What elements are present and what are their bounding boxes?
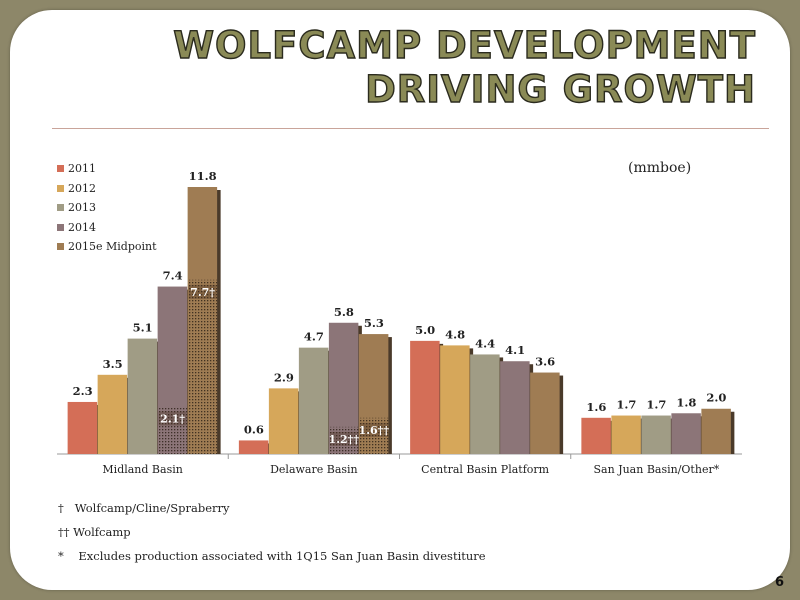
- data-label-central-basin-platform-2015e-midpoint: 3.6: [535, 355, 555, 369]
- data-label-delaware-basin-2011: 0.6: [244, 422, 264, 436]
- bar-side-central-basin-platform-2015e-midpoint: [559, 375, 564, 454]
- legend-label: 2013: [68, 201, 96, 215]
- data-label-delaware-basin-2015e-midpoint: 5.3: [364, 316, 384, 330]
- legend-swatch: [57, 165, 64, 173]
- bar-central-basin-platform-2015e-midpoint: [530, 372, 560, 454]
- x-tick-label-delaware-basin: Delaware Basin: [270, 463, 358, 476]
- bar-central-basin-platform-2014: [500, 361, 530, 454]
- legend-item-2013: 2013: [57, 198, 157, 218]
- slide-panel: [10, 10, 790, 590]
- bar-san-juan-basin-other-2013: [641, 415, 671, 454]
- wolfcamp-overlay-midland-basin-2014: [157, 406, 188, 454]
- data-label-central-basin-platform-2011: 5.0: [415, 323, 435, 337]
- bar-delaware-basin-2011: [238, 440, 269, 454]
- data-label-san-juan-basin-other-2012: 1.7: [616, 398, 636, 412]
- bar-san-juan-basin-other-2015e-midpoint: [701, 408, 731, 454]
- bar-san-juan-basin-other-2011: [581, 417, 611, 454]
- legend-label: 2011: [68, 162, 96, 176]
- bar-side-delaware-basin-2015e-midpoint: [387, 337, 392, 454]
- bar-central-basin-platform-2013: [470, 354, 500, 454]
- footnote-1: † Wolfcamp/Cline/Spraberry: [58, 501, 230, 515]
- chart-legend: 2011 2012 2013 2014 2015e Midpoint: [57, 159, 157, 257]
- data-label-midland-basin-2014: 7.4: [163, 269, 183, 283]
- wolfcamp-overlay-delaware-basin-2014: [328, 426, 359, 454]
- bar-central-basin-platform-2012: [440, 345, 470, 454]
- title-line-1: WOLFCAMP DEVELOPMENT: [173, 23, 756, 67]
- title-divider: [52, 128, 769, 129]
- overlay-label-midland-basin-2015e-midpoint: 7.7†: [190, 286, 215, 299]
- bar-midland-basin-2013: [127, 338, 158, 454]
- title-line-2: DRIVING GROWTH: [364, 67, 756, 111]
- legend-item-2014: 2014: [57, 218, 157, 238]
- page-title: WOLFCAMP DEVELOPMENT DRIVING GROWTH: [80, 23, 756, 112]
- bar-san-juan-basin-other-2012: [611, 415, 641, 454]
- data-label-san-juan-basin-other-2015e-midpoint: 2.0: [706, 391, 726, 405]
- overlay-label-delaware-basin-2014: 1.2††: [329, 433, 360, 446]
- data-label-midland-basin-2013: 5.1: [133, 321, 153, 335]
- data-label-midland-basin-2015e-midpoint: 11.8: [189, 169, 217, 183]
- overlay-label-bg: [188, 284, 217, 299]
- overlay-label-delaware-basin-2015e-midpoint: 1.6††: [359, 424, 390, 437]
- footnote-2: †† Wolfcamp: [58, 525, 131, 539]
- x-tick-label-central-basin-platform: Central Basin Platform: [421, 463, 549, 476]
- data-label-san-juan-basin-other-2013: 1.7: [646, 398, 666, 412]
- legend-label: 2015e Midpoint: [68, 240, 157, 254]
- bar-midland-basin-2011: [67, 401, 98, 454]
- bar-san-juan-basin-other-2014: [671, 413, 701, 454]
- data-label-san-juan-basin-other-2011: 1.6: [586, 400, 606, 414]
- bar-delaware-basin-2013: [298, 347, 329, 454]
- overlay-label-bg: [359, 422, 388, 437]
- legend-item-2011: 2011: [57, 159, 157, 179]
- data-label-delaware-basin-2014: 5.8: [334, 305, 354, 319]
- bar-side-midland-basin-2015e-midpoint: [216, 190, 221, 454]
- data-label-central-basin-platform-2013: 4.4: [475, 336, 495, 350]
- overlay-label-bg: [158, 411, 187, 426]
- data-label-delaware-basin-2013: 4.7: [304, 330, 324, 344]
- unit-label: (mmboe): [628, 160, 692, 176]
- wolfcamp-overlay-delaware-basin-2015e-midpoint: [358, 417, 389, 454]
- footnotes: † Wolfcamp/Cline/Spraberry †† Wolfcamp *…: [58, 498, 486, 570]
- legend-swatch: [57, 204, 64, 212]
- legend-swatch: [57, 243, 64, 251]
- data-label-midland-basin-2011: 2.3: [73, 384, 93, 398]
- bar-side-san-juan-basin-other-2015e-midpoint: [730, 411, 735, 454]
- bar-midland-basin-2012: [97, 374, 128, 454]
- legend-swatch: [57, 184, 64, 192]
- overlay-label-bg: [329, 431, 358, 446]
- legend-label: 2012: [68, 181, 96, 195]
- bar-central-basin-platform-2011: [410, 340, 440, 454]
- data-label-san-juan-basin-other-2014: 1.8: [676, 395, 696, 409]
- data-label-delaware-basin-2012: 2.9: [274, 370, 294, 384]
- legend-label: 2014: [68, 220, 96, 234]
- x-tick-label-san-juan-basin-other: San Juan Basin/Other*: [594, 463, 720, 476]
- data-label-central-basin-platform-2012: 4.8: [445, 327, 465, 341]
- overlay-label-midland-basin-2014: 2.1†: [160, 412, 185, 425]
- legend-item-2012: 2012: [57, 179, 157, 199]
- legend-item-2015e: 2015e Midpoint: [57, 237, 157, 257]
- wolfcamp-overlay-midland-basin-2015e-midpoint: [187, 279, 218, 454]
- x-tick-label-midland-basin: Midland Basin: [102, 463, 182, 476]
- bar-delaware-basin-2012: [268, 388, 299, 454]
- data-label-midland-basin-2012: 3.5: [103, 357, 123, 371]
- footnote-3: * Excludes production associated with 1Q…: [58, 549, 486, 563]
- legend-swatch: [57, 223, 64, 231]
- page-number: 6: [775, 575, 785, 590]
- data-label-central-basin-platform-2014: 4.1: [505, 343, 525, 357]
